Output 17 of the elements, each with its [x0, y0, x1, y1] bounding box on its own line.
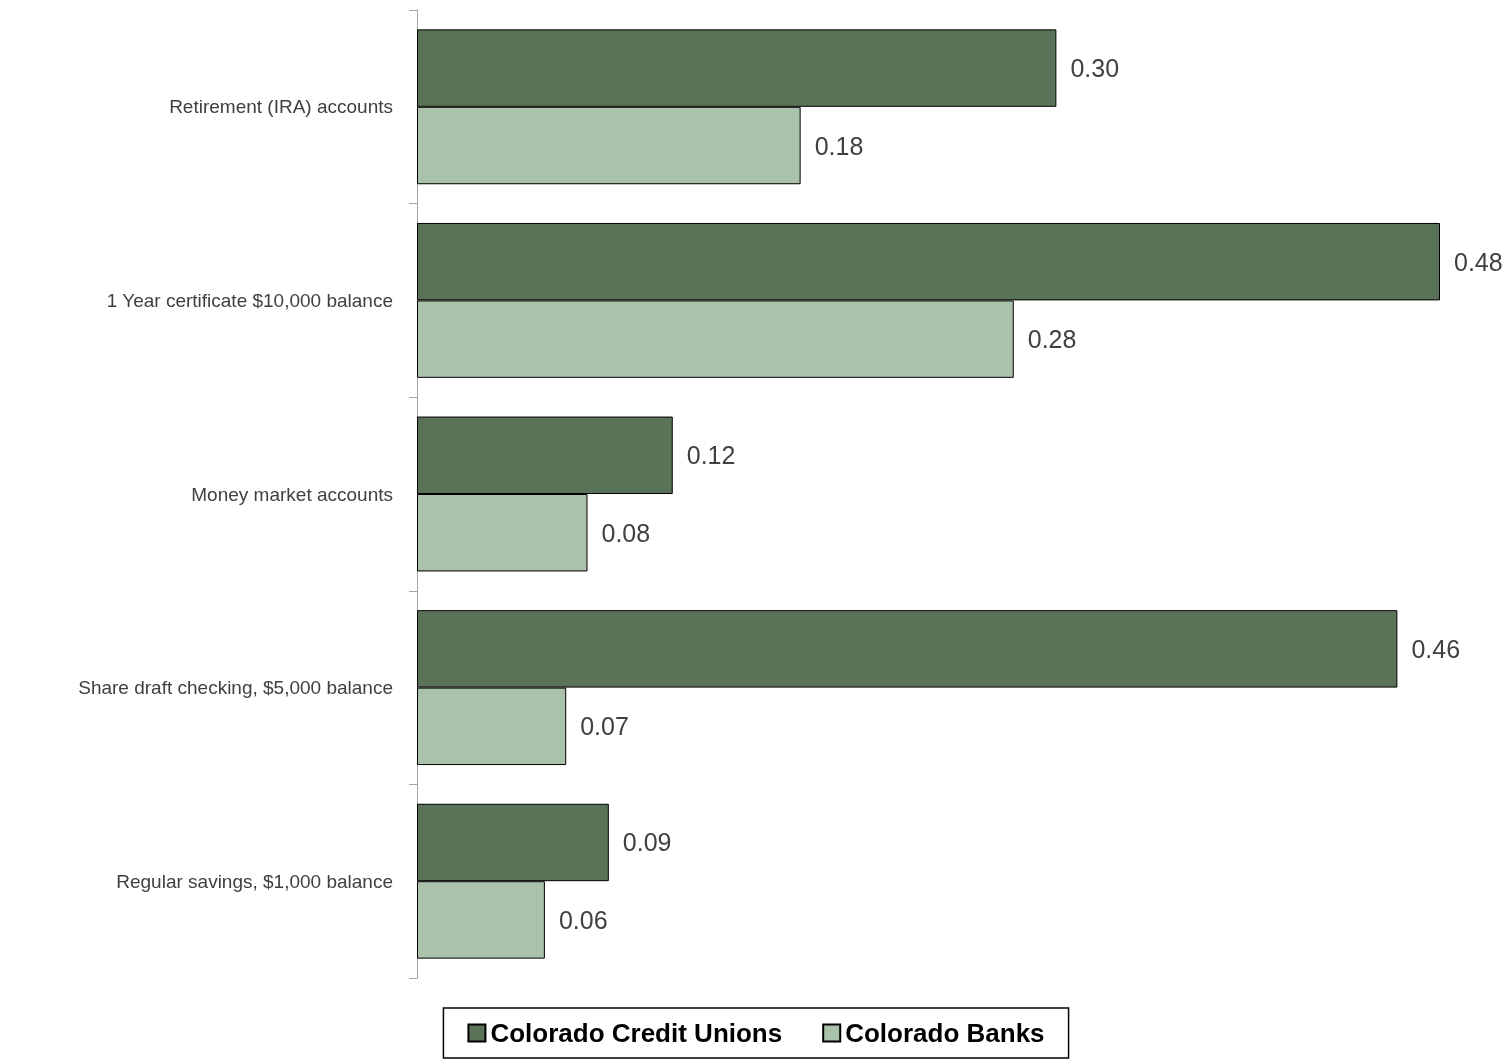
- data-label: 0.18: [814, 131, 864, 160]
- data-label: 0.08: [601, 518, 651, 547]
- data-label: 0.28: [1027, 325, 1077, 354]
- data-label: 0.12: [686, 441, 736, 470]
- y-tick-label: Money market accounts: [191, 483, 393, 505]
- data-label: 0.06: [558, 905, 608, 934]
- data-label: 0.09: [622, 828, 672, 857]
- legend-label: Colorado Credit Unions: [490, 1018, 783, 1048]
- y-tick-label: Share draft checking, $5,000 balance: [78, 677, 393, 699]
- data-label: 0.07: [580, 712, 629, 741]
- y-tick-label: Regular savings, $1,000 balance: [116, 870, 393, 892]
- data-label: 0.30: [1070, 54, 1120, 83]
- data-label: 0.46: [1411, 634, 1461, 663]
- data-label: 0.48: [1454, 247, 1503, 276]
- y-tick-label: 1 Year certificate $10,000 balance: [106, 289, 393, 311]
- y-tick-label: Retirement (IRA) accounts: [169, 96, 393, 118]
- legend-label: Colorado Banks: [845, 1018, 1045, 1048]
